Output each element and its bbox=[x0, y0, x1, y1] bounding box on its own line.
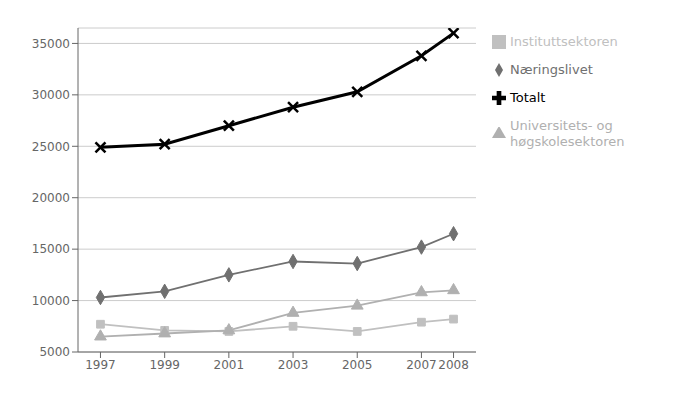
svg-text:25000: 25000 bbox=[32, 140, 70, 154]
html-text:Totalt: Totalt bbox=[510, 90, 546, 105]
svg-text:5000: 5000 bbox=[39, 345, 70, 359]
html-text:Næringslivet: Næringslivet bbox=[510, 62, 593, 77]
html-text:Universitets- og høgskolesekto: Universitets- og høgskolesektoren bbox=[510, 118, 625, 149]
svg-text:30000: 30000 bbox=[32, 88, 70, 102]
svg-text:35000: 35000 bbox=[32, 37, 70, 51]
svg-text:1997: 1997 bbox=[85, 358, 116, 372]
svg-text:2008: 2008 bbox=[438, 358, 469, 372]
svg-text:2005: 2005 bbox=[342, 358, 373, 372]
svg-text:15000: 15000 bbox=[32, 242, 70, 256]
svg-text:20000: 20000 bbox=[32, 191, 70, 205]
svg-text:10000: 10000 bbox=[32, 294, 70, 308]
svg-text:2007: 2007 bbox=[406, 358, 437, 372]
svg-text:2001: 2001 bbox=[214, 358, 245, 372]
html-text:Instituttsektoren: Instituttsektoren bbox=[510, 34, 618, 49]
svg-text:2003: 2003 bbox=[278, 358, 309, 372]
svg-text:1999: 1999 bbox=[149, 358, 180, 372]
